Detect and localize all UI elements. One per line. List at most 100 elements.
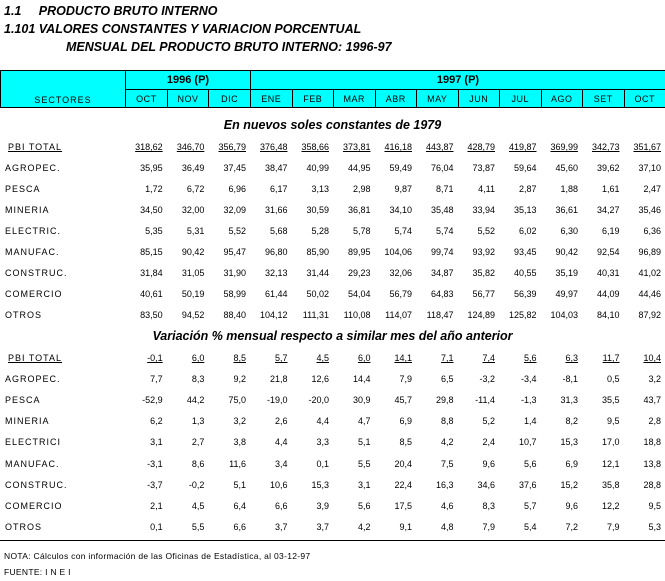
cell-value: -3,4	[520, 374, 537, 385]
cell-value: 34,6	[477, 479, 495, 490]
cell-value: 8,5	[233, 353, 246, 363]
cell-value: 4,5	[316, 353, 329, 363]
cell-value: 9,5	[648, 500, 661, 511]
sector-label: MANUFAC.	[5, 458, 60, 469]
cell-value: 8,6	[191, 458, 205, 469]
cell-value: 5,6	[523, 458, 537, 469]
cell-value: 45,60	[555, 163, 578, 173]
cell-value: 3,3	[316, 437, 329, 448]
cell-value: 346,70	[176, 142, 205, 152]
cell-value: 59,64	[513, 163, 537, 173]
cell-value: 14,1	[394, 353, 412, 363]
cell-value: 35,48	[430, 205, 454, 215]
cell-value: 32,13	[264, 268, 288, 278]
sector-label: AGROPEC.	[5, 374, 61, 385]
header-cell: SECTORES	[0, 70, 126, 108]
cell-value: 30,9	[352, 395, 371, 406]
cell-value: 0,5	[606, 374, 620, 385]
sector-label: AGROPEC.	[5, 163, 61, 173]
cell-value: 5,74	[435, 226, 454, 236]
cell-value: 21,8	[269, 374, 288, 385]
cell-value: 35,5	[601, 395, 620, 406]
cell-value: 114,07	[385, 310, 412, 320]
cell-value: 7,9	[606, 521, 620, 532]
cell-value: 6,0	[357, 353, 371, 363]
sector-label: ELECTRIC.	[5, 226, 62, 236]
cell-value: 90,42	[555, 247, 578, 257]
month-header: AGO	[540, 89, 583, 108]
cell-value: 31,44	[306, 268, 329, 278]
cell-value: 59,49	[389, 163, 412, 173]
cell-value: 4,2	[357, 521, 371, 532]
cell-value: 8,2	[565, 416, 578, 427]
cell-value: 49,97	[555, 289, 578, 299]
cell-value: 35,8	[601, 479, 620, 490]
cell-value: 44,46	[638, 289, 661, 299]
cell-value: 6,30	[560, 226, 578, 236]
cell-value: 35,46	[638, 205, 661, 215]
cell-value: 61,44	[264, 289, 288, 299]
cell-value: -3,7	[147, 479, 163, 490]
cell-value: -11,4	[475, 395, 495, 406]
month-header: SET	[582, 89, 625, 108]
cell-value: 5,6	[357, 500, 371, 511]
cell-value: 6,2	[150, 416, 163, 427]
cell-value: 4,5	[191, 500, 205, 511]
cell-value: 3,1	[150, 437, 163, 448]
cell-value: 92,54	[596, 247, 620, 257]
month-header: ABR	[374, 89, 417, 108]
sector-label: MINERIA	[5, 205, 50, 215]
cell-value: 96,89	[638, 247, 661, 257]
section-caption: Variación % mensual respecto a similar m…	[152, 329, 513, 343]
cell-value: 5,31	[186, 226, 205, 236]
cell-value: 38,47	[264, 163, 288, 173]
cell-value: -52,9	[142, 395, 163, 406]
cell-value: 37,10	[638, 163, 661, 173]
cell-value: 1,61	[601, 184, 620, 194]
sector-label: MANUFAC.	[5, 247, 60, 257]
sector-label: CONSTRUC.	[5, 479, 68, 490]
cell-value: 85,15	[140, 247, 163, 257]
cell-value: 10,7	[518, 437, 537, 448]
cell-value: 28,8	[643, 479, 661, 490]
cell-value: -20,0	[308, 395, 329, 406]
cell-value: 40,99	[306, 163, 329, 173]
cell-value: 5,4	[523, 521, 537, 532]
cell-value: 32,00	[181, 205, 205, 215]
cell-value: 9,6	[565, 500, 578, 511]
cell-value: 6,02	[518, 226, 537, 236]
cell-value: 15,3	[560, 437, 578, 448]
cell-value: 373,81	[342, 142, 371, 152]
cell-value: 13,8	[643, 458, 661, 469]
cell-value: 6,9	[399, 416, 412, 427]
cell-value: 35,13	[513, 205, 537, 215]
cell-value: 16,3	[435, 479, 454, 490]
cell-value: 83,50	[140, 310, 163, 320]
cell-value: 104,03	[550, 310, 578, 320]
cell-value: 125,82	[508, 310, 537, 320]
cell-value: -3,2	[479, 374, 495, 385]
cell-value: 5,7	[274, 353, 288, 363]
month-header: OCT	[623, 89, 665, 108]
cell-value: 428,79	[467, 142, 495, 152]
cell-value: 50,19	[181, 289, 205, 299]
cell-value: 18,8	[643, 437, 661, 448]
cell-value: 2,8	[648, 416, 661, 427]
cell-value: 6,6	[233, 521, 246, 532]
cell-value: 44,2	[186, 395, 205, 406]
cell-value: 1,88	[560, 184, 578, 194]
cell-value: 351,67	[633, 142, 661, 152]
cell-value: 5,1	[357, 437, 371, 448]
cell-value: 96,80	[264, 247, 288, 257]
cell-value: 9,1	[399, 521, 412, 532]
cell-value: 1,4	[523, 416, 537, 427]
month-header: MAY	[416, 89, 459, 108]
title-line: 1.101 VALORES CONSTANTES Y VARIACION POR…	[4, 22, 362, 36]
cell-value: 4,4	[274, 437, 288, 448]
cell-value: 419,87	[508, 142, 537, 152]
cell-value: 3,9	[316, 500, 329, 511]
cell-value: 4,2	[440, 437, 454, 448]
cell-value: 6,96	[228, 184, 246, 194]
month-header: MAR	[333, 89, 376, 108]
